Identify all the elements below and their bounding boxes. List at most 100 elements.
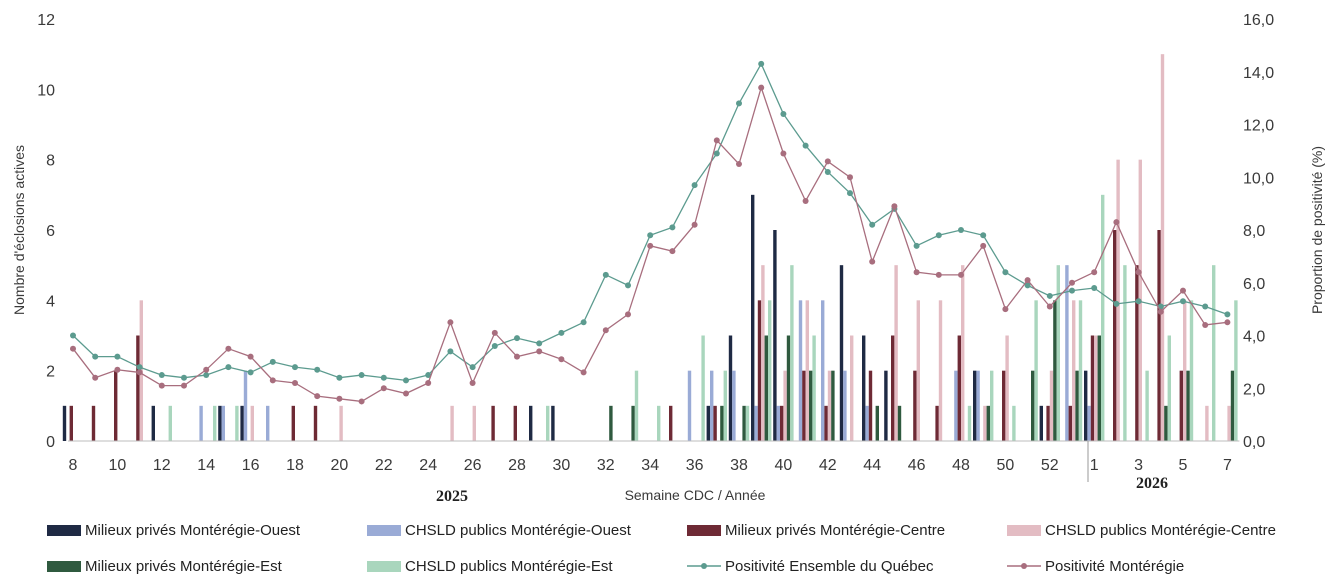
point — [114, 366, 121, 373]
bar — [235, 405, 239, 441]
point — [647, 242, 654, 249]
x-tick-label: 5 — [1179, 457, 1188, 474]
x-tick-label: 8 — [69, 457, 78, 474]
point — [1113, 219, 1120, 226]
bar — [891, 335, 895, 441]
point — [92, 353, 99, 360]
point — [203, 366, 210, 373]
bar — [669, 405, 673, 441]
bar — [1116, 159, 1120, 442]
point — [380, 374, 387, 381]
right-tick-label: 12,0 — [1243, 118, 1274, 135]
point — [1113, 300, 1120, 307]
point — [247, 353, 254, 360]
point — [691, 221, 698, 228]
bar — [732, 370, 736, 441]
point — [1091, 285, 1098, 292]
point — [1202, 303, 1209, 310]
point — [1157, 308, 1164, 315]
legend-label: Milieux privés Montérégie-Centre — [725, 522, 945, 539]
point — [1046, 292, 1053, 299]
bar — [1189, 300, 1194, 441]
bar — [1056, 265, 1060, 441]
bar — [821, 300, 825, 441]
bar — [240, 405, 244, 441]
bar — [754, 405, 758, 441]
x-tick-label: 24 — [419, 457, 437, 474]
point — [869, 258, 876, 265]
point — [780, 110, 787, 117]
bar — [250, 405, 254, 441]
bar — [862, 335, 866, 441]
bar — [913, 370, 917, 441]
point — [1002, 269, 1009, 276]
point — [602, 271, 609, 278]
right-tick-label: 4,0 — [1243, 329, 1265, 346]
bar — [1065, 265, 1069, 441]
bar — [114, 370, 118, 441]
x-axis-title: Semaine CDC / Année — [625, 487, 766, 503]
legend-label: Positivité Ensemble du Québec — [725, 558, 934, 575]
left-tick-label: 12 — [37, 12, 55, 29]
x-tick-label: 50 — [997, 457, 1015, 474]
bar — [990, 370, 994, 441]
point — [491, 343, 498, 350]
x-tick-label: 52 — [1041, 457, 1059, 474]
bar — [710, 370, 714, 441]
bar — [491, 405, 495, 441]
legend-label: CHSLD publics Montérégie-Est — [405, 558, 613, 575]
point — [1024, 282, 1031, 289]
point — [580, 369, 587, 376]
bar — [1123, 265, 1127, 441]
point — [647, 232, 654, 239]
bar — [1075, 370, 1079, 441]
bar — [976, 370, 980, 441]
point — [802, 197, 809, 204]
left-tick-label: 10 — [37, 82, 55, 99]
bar — [831, 370, 835, 441]
bar — [706, 405, 710, 441]
bar — [954, 370, 958, 441]
x-tick-label: 10 — [109, 457, 127, 474]
point — [713, 137, 720, 144]
legend-item: Milieux privés Montérégie-Est — [47, 558, 283, 575]
bar — [221, 405, 225, 441]
bar — [957, 335, 961, 441]
point — [1046, 303, 1053, 310]
point — [292, 364, 298, 371]
point — [758, 84, 765, 91]
point — [403, 377, 409, 384]
point — [780, 150, 787, 157]
bar — [1145, 370, 1149, 441]
bar — [168, 405, 172, 441]
right-tick-label: 16,0 — [1243, 12, 1274, 29]
point — [1069, 287, 1075, 294]
bar — [701, 335, 705, 441]
bar — [850, 335, 854, 441]
point — [935, 232, 942, 239]
bar — [313, 405, 318, 441]
bar — [291, 405, 295, 441]
bar — [809, 370, 813, 441]
x-tick-label: 34 — [641, 457, 659, 474]
point — [181, 374, 187, 381]
point — [824, 168, 831, 175]
legend-swatch — [1007, 525, 1041, 536]
bar — [983, 405, 987, 441]
bar — [472, 405, 476, 441]
bar — [199, 405, 203, 441]
point — [269, 377, 276, 384]
bar — [1186, 370, 1190, 441]
left-tick-label: 2 — [46, 364, 55, 381]
point — [669, 248, 676, 255]
positivity-lines — [70, 60, 1231, 405]
point — [980, 242, 987, 249]
bar — [1179, 370, 1183, 441]
right-tick-label: 6,0 — [1243, 276, 1265, 293]
point — [1135, 298, 1142, 305]
point — [558, 356, 565, 363]
point — [824, 158, 831, 165]
bar — [875, 405, 879, 441]
bar — [967, 405, 972, 441]
